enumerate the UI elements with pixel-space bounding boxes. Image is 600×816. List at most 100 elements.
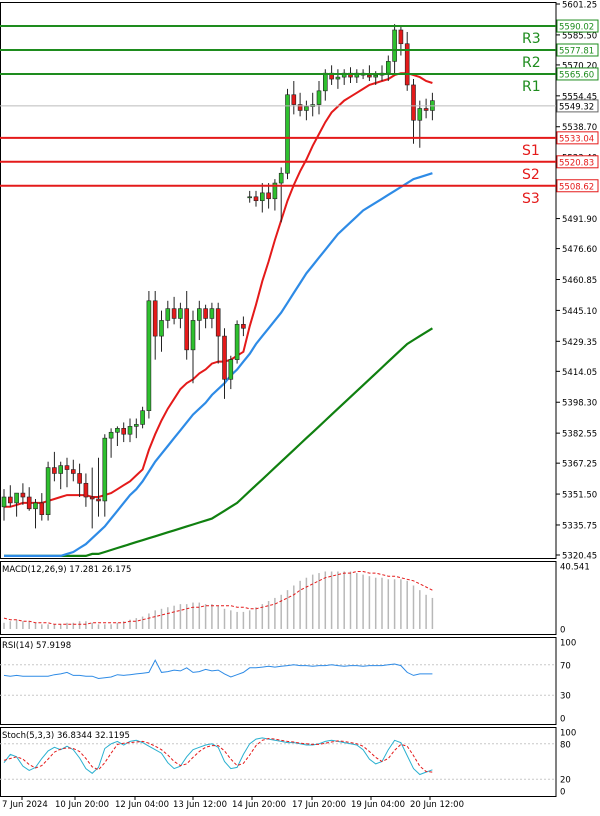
candle-up — [247, 196, 252, 199]
x-tick-label: 17 Jun 20:00 — [292, 800, 346, 810]
x-tick-label: 12 Jun 04:00 — [115, 800, 169, 810]
candle-up — [14, 492, 19, 504]
candle-down — [404, 43, 410, 86]
candle-down — [77, 473, 82, 484]
candle-up — [322, 72, 328, 92]
level-price-label: 5565.60 — [559, 70, 594, 80]
candle-up — [140, 410, 145, 425]
y-tick-label: 5491.90 — [562, 215, 597, 225]
x-tick-label: 10 Jun 20:00 — [55, 800, 109, 810]
candle-up — [58, 465, 64, 474]
candle-down — [89, 496, 95, 500]
candle-up — [190, 320, 196, 351]
stoch-panel — [0, 727, 557, 797]
candle-up — [417, 108, 423, 121]
level-price-box — [556, 67, 599, 81]
level-price-box — [556, 179, 599, 193]
level-name-s1: S1 — [522, 143, 540, 159]
candle-up — [159, 320, 164, 337]
candle-down — [171, 308, 177, 319]
candle-up — [165, 308, 171, 321]
y-tick-label: 5398.30 — [562, 399, 597, 409]
candle-up — [228, 359, 234, 380]
stoch-label: Stoch(5,3,3) 36.8344 32.1195 — [2, 731, 130, 741]
candle-up — [178, 308, 183, 319]
rsi-y-tick-label: 100 — [560, 639, 576, 649]
candle-down — [203, 308, 208, 319]
rsi-panel — [0, 637, 557, 725]
x-tick-label: 19 Jun 04:00 — [351, 800, 405, 810]
level-name-s2: S2 — [522, 167, 540, 183]
y-tick-label: 5554.45 — [562, 92, 597, 102]
x-tick-label: 14 Jun 20:00 — [232, 800, 286, 810]
candle-down — [222, 335, 227, 380]
y-tick-label: 5460.85 — [562, 276, 597, 286]
rsi-y-tick-label: 70 — [560, 661, 571, 671]
macd-y-tick-label: 40.541 — [560, 563, 590, 573]
candle-up — [373, 74, 379, 78]
rsi-label: RSI(14) 57.9198 — [2, 641, 71, 651]
level-name-r2: R2 — [522, 55, 541, 71]
candle-down — [20, 492, 26, 498]
candle-down — [96, 498, 101, 502]
y-tick-label: 5335.75 — [562, 521, 597, 531]
rsi-y-tick-label: 30 — [560, 692, 571, 702]
ma-blue-line — [4, 172, 433, 558]
level-price-label: 5533.04 — [559, 134, 594, 144]
current-price-box — [556, 99, 599, 113]
candle-up — [197, 308, 202, 321]
candle-up — [392, 29, 397, 62]
y-tick-label: 5367.25 — [562, 460, 597, 470]
macd-y-tick-label: 0 — [560, 626, 565, 636]
candle-up — [45, 467, 51, 515]
candle-up — [304, 106, 309, 111]
candle-up — [234, 324, 240, 360]
level-name-r3: R3 — [522, 31, 541, 47]
y-tick-label: 5445.10 — [562, 307, 597, 317]
candle-down — [26, 496, 32, 510]
rsi-line — [3, 659, 433, 680]
stoch-y-tick-label: 100 — [560, 729, 576, 739]
y-tick-label: 5382.55 — [562, 430, 597, 440]
level-name-s3: S3 — [522, 191, 540, 207]
stoch-y-tick-label: 20 — [560, 776, 571, 786]
candle-down — [423, 108, 429, 111]
candle-down — [398, 29, 404, 45]
candle-up — [102, 437, 108, 502]
candle-down — [266, 192, 271, 200]
candle-up — [209, 308, 215, 319]
candle-down — [8, 496, 13, 504]
y-tick-label: 5351.50 — [562, 491, 597, 501]
candle-up — [127, 426, 133, 435]
level-name-r1: R1 — [522, 79, 541, 95]
stoch-d-line — [3, 737, 433, 773]
candle-up — [385, 61, 391, 74]
level-price-box — [556, 131, 599, 145]
level-price-label: 5508.62 — [559, 182, 594, 192]
macd-label: MACD(12,26,9) 17.281 26.175 — [2, 565, 131, 575]
level-price-box — [556, 19, 599, 33]
candle-down — [291, 94, 297, 105]
candle-down — [215, 308, 221, 337]
x-tick-label: 7 Jun 2024 — [2, 800, 48, 810]
candle-up — [146, 300, 152, 411]
candle-down — [184, 308, 189, 351]
level-price-label: 5590.02 — [559, 23, 594, 33]
y-tick-label: 5429.35 — [562, 338, 597, 348]
rsi-y-tick-label: 0 — [560, 715, 565, 725]
candle-up — [134, 424, 139, 427]
candle-down — [71, 469, 76, 474]
candle-up — [259, 192, 265, 202]
ma-green-line — [4, 327, 433, 558]
x-tick-label: 20 Jun 12:00 — [410, 800, 464, 810]
stoch-k-line — [3, 737, 433, 776]
candle-up — [115, 428, 120, 433]
y-tick-label: 5570.20 — [562, 61, 597, 71]
candle-down — [253, 196, 259, 202]
candle-up — [272, 182, 278, 200]
y-tick-label: 5585.50 — [562, 31, 597, 41]
candle-up — [316, 90, 322, 105]
y-tick-label: 5601.25 — [562, 1, 597, 11]
macd-signal-line — [3, 571, 433, 625]
